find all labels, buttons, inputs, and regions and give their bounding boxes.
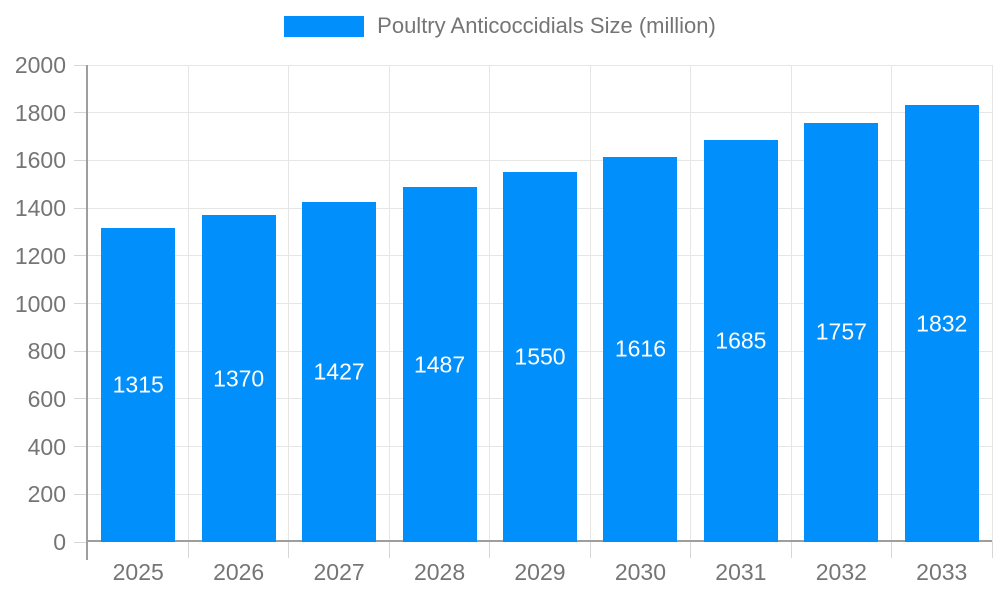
y-tick (74, 207, 88, 209)
gridline-v (187, 65, 189, 542)
legend-swatch (284, 15, 365, 37)
x-tick-label: 2031 (715, 559, 767, 585)
gridline-h (88, 159, 992, 161)
x-tick (690, 542, 692, 558)
x-tick (489, 542, 491, 558)
gridline-v (991, 65, 993, 542)
bar-value-label: 1487 (413, 351, 466, 378)
y-tick (74, 446, 88, 448)
gridline-v (790, 65, 792, 542)
bar-value-label: 1315 (112, 371, 164, 398)
gridline-v (388, 65, 390, 542)
gridline-v (589, 65, 591, 542)
bar[interactable]: 1315 (101, 228, 176, 542)
x-tick-label: 2028 (413, 559, 466, 585)
bar[interactable]: 1832 (904, 105, 979, 542)
y-tick (74, 303, 88, 304)
gridline-h (88, 64, 992, 66)
y-tick-label: 2000 (14, 52, 66, 78)
bar-value-label: 1757 (815, 318, 867, 345)
y-tick (74, 112, 88, 114)
bar[interactable]: 1685 (703, 140, 778, 542)
y-tick-label: 200 (27, 481, 66, 508)
bar[interactable]: 1370 (201, 215, 276, 542)
gridline-v (288, 65, 290, 542)
y-tick-label: 1400 (14, 195, 66, 222)
x-tick (991, 542, 993, 558)
y-tick-label: 1600 (14, 147, 66, 174)
y-tick-label: 0 (53, 529, 66, 555)
x-tick-label: 2025 (112, 559, 164, 585)
bar-value-label: 1550 (514, 343, 566, 370)
bar-value-label: 1370 (213, 365, 265, 392)
y-tick-label: 400 (27, 433, 66, 460)
bar[interactable]: 1550 (503, 172, 577, 542)
gridline-v (690, 65, 692, 542)
gridline-h (88, 112, 992, 114)
x-tick (891, 542, 893, 558)
gridline-v (489, 65, 491, 542)
x-tick (288, 542, 290, 558)
x-tick-label: 2027 (313, 559, 365, 585)
legend[interactable]: Poultry Anticoccidials Size (million) (0, 13, 1000, 39)
bar[interactable]: 1487 (402, 187, 477, 542)
y-tick-label: 1200 (14, 242, 66, 269)
y-tick (74, 64, 88, 66)
x-tick-label: 2029 (514, 559, 566, 585)
bar-value-label: 1832 (916, 310, 968, 337)
y-tick-label: 1000 (14, 290, 66, 317)
gridline-v (891, 65, 893, 542)
x-tick-label: 2030 (614, 559, 667, 585)
y-tick-label: 600 (27, 385, 66, 412)
bar-value-label: 1616 (614, 335, 667, 362)
bar[interactable]: 1757 (804, 122, 879, 542)
legend-label: Poultry Anticoccidials Size (million) (377, 13, 716, 38)
y-tick-label: 800 (27, 338, 66, 365)
y-tick (74, 398, 88, 400)
bar-value-label: 1685 (715, 327, 767, 354)
x-tick (187, 542, 189, 558)
y-tick (74, 541, 88, 543)
x-tick-label: 2032 (815, 559, 867, 585)
y-tick (74, 350, 88, 352)
y-tick-label: 1800 (14, 99, 66, 126)
y-tick (74, 255, 88, 257)
x-tick-label: 2033 (916, 559, 968, 585)
y-tick (74, 159, 88, 161)
bar[interactable]: 1427 (302, 201, 377, 542)
y-tick (74, 493, 88, 495)
x-tick (589, 542, 591, 558)
bar-value-label: 1427 (313, 358, 365, 385)
x-tick (790, 542, 792, 558)
bar[interactable]: 1616 (603, 156, 678, 542)
y-axis-line (86, 65, 88, 560)
x-tick-label: 2026 (213, 559, 265, 585)
x-tick (388, 542, 390, 558)
